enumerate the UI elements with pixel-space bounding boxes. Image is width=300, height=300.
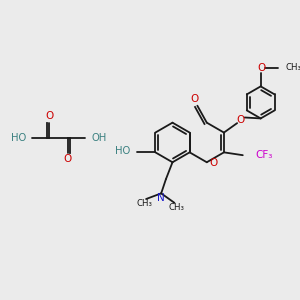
Text: O: O: [237, 115, 245, 125]
Text: HO: HO: [115, 146, 130, 156]
Text: OH: OH: [92, 133, 107, 143]
Text: O: O: [257, 62, 266, 73]
Text: O: O: [45, 111, 53, 121]
Text: CH₃: CH₃: [136, 199, 152, 208]
Text: O: O: [64, 154, 72, 164]
Text: CH₃: CH₃: [285, 63, 300, 72]
Text: O: O: [209, 158, 217, 168]
Text: N: N: [157, 193, 165, 203]
Text: O: O: [190, 94, 199, 104]
Text: CH₃: CH₃: [168, 203, 184, 212]
Text: CF₃: CF₃: [255, 150, 272, 160]
Text: HO: HO: [11, 133, 26, 143]
